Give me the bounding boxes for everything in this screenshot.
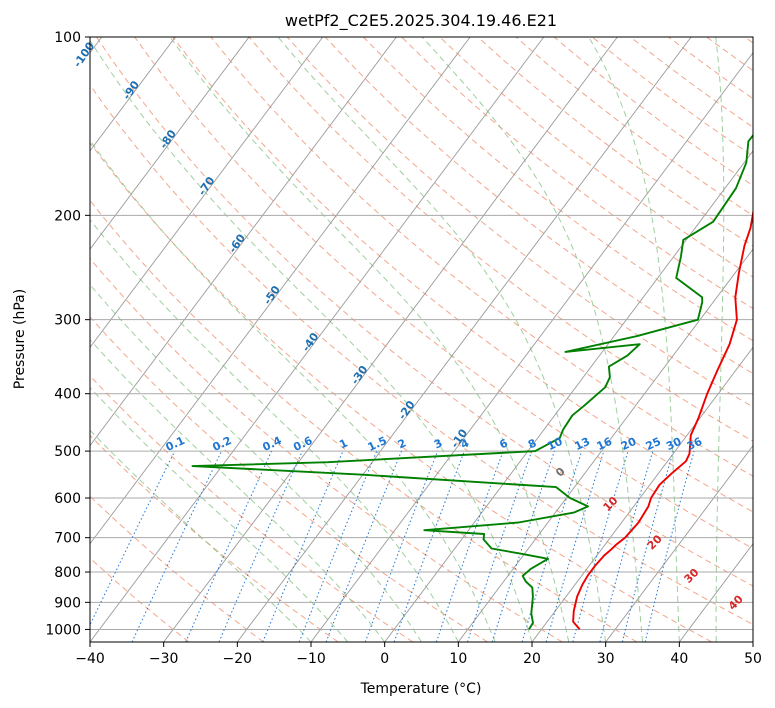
- y-tick-label: 600: [54, 491, 81, 507]
- y-tick-label: 100: [54, 30, 81, 46]
- moist-adiabat-line: [90, 386, 349, 642]
- moist-adiabat-line: [90, 39, 533, 642]
- mixing-ratio-label: 30: [664, 435, 684, 453]
- isotherm-line: [531, 346, 753, 642]
- mixing-ratio-line: [90, 450, 176, 626]
- temperature-profile-line: [572, 208, 753, 631]
- mixing-ratio-line: [572, 450, 629, 642]
- isotherm-line: [236, 37, 692, 642]
- mixing-ratio-line: [218, 450, 303, 642]
- mixing-ratio-line: [364, 450, 439, 642]
- x-axis-label: Temperature (°C): [360, 681, 482, 697]
- mixing-ratio-line: [185, 450, 272, 642]
- x-tick-label: 50: [744, 651, 762, 667]
- mixing-ratio-line: [621, 450, 674, 642]
- isotherm-line: [163, 37, 618, 642]
- isotherm-line: [310, 51, 753, 642]
- isotherm-line: [457, 248, 753, 642]
- y-tick-label: 400: [54, 387, 81, 403]
- dry-adiabat-line: [363, 37, 753, 342]
- plot-frame: [89, 36, 754, 643]
- mixing-ratio-label: 20: [619, 435, 639, 453]
- dry-adiabat-line: [134, 37, 753, 550]
- y-tick-label: 800: [54, 565, 81, 581]
- x-tick-label: 0: [380, 651, 389, 667]
- dry-adiabat-line: [210, 37, 753, 477]
- chart-title: wetPf2_C2E5.2025.304.19.46.E21: [285, 11, 557, 31]
- moist-adiabat-line: [277, 37, 607, 642]
- dewpoint-profile-line: [191, 133, 753, 630]
- moist-adiabat-line: [90, 338, 386, 642]
- x-tick-label: 30: [597, 651, 615, 667]
- mixing-ratio-label: 25: [644, 435, 663, 453]
- mixing-ratio-label: 16: [595, 435, 615, 453]
- mixing-ratio-line: [298, 450, 378, 642]
- isotherm-line: [90, 37, 176, 152]
- moist-adiabat-line: [90, 218, 459, 642]
- y-axis-label: Pressure (hPa): [12, 289, 28, 389]
- mixing-ratio-line: [644, 450, 695, 642]
- mixing-ratio-line: [491, 450, 555, 642]
- y-tick-label: 700: [54, 531, 81, 547]
- mixing-ratio-label: 36: [685, 435, 705, 453]
- x-tick-label: −40: [75, 651, 105, 667]
- isotherm-line: [605, 444, 753, 642]
- dry-adiabat-line: [248, 37, 753, 442]
- dry-adiabat-line: [172, 37, 753, 513]
- mixing-ratio-line: [545, 450, 605, 642]
- isotherm-line: [90, 37, 545, 642]
- dry-adiabat-line: [90, 199, 638, 642]
- y-tick-label: 500: [54, 444, 81, 460]
- isotherm-line: [90, 37, 250, 250]
- mixing-ratio-line: [521, 450, 583, 642]
- dry-adiabat-line: [90, 142, 712, 642]
- dry-adiabat-line: [401, 37, 753, 310]
- moist-adiabat-line: [90, 139, 496, 642]
- dry-adiabat-line: [90, 257, 563, 642]
- x-tick-label: −10: [296, 651, 326, 667]
- isotherm-line: [90, 37, 471, 545]
- moist-adiabat-line: [421, 37, 643, 642]
- dry-adiabat-line: [90, 84, 753, 625]
- y-tick-label: 200: [54, 208, 81, 224]
- mixing-ratio-line: [435, 450, 504, 642]
- y-tick-label: 300: [54, 313, 81, 329]
- x-tick-label: −20: [223, 651, 253, 667]
- dry-adiabat-line: [90, 375, 414, 642]
- isotherm-line: [90, 37, 397, 447]
- mixing-ratio-line: [467, 450, 533, 642]
- mixing-ratio-label: 10: [545, 435, 565, 453]
- x-tick-label: −30: [149, 651, 179, 667]
- isotherm-line: [384, 150, 753, 642]
- mixing-ratio-line: [262, 450, 344, 642]
- x-tick-label: 40: [670, 651, 688, 667]
- mixing-ratio-label: 13: [573, 435, 592, 453]
- dry-adiabat-line: [96, 37, 753, 587]
- mixing-ratio-line: [599, 450, 654, 642]
- mixing-ratio-line: [393, 450, 465, 642]
- y-tick-label: 900: [54, 595, 81, 611]
- x-tick-label: 10: [449, 651, 467, 667]
- x-tick-label: 20: [523, 651, 541, 667]
- moist-adiabat-line: [169, 37, 570, 642]
- mixing-ratio-line: [325, 450, 402, 642]
- moist-adiabat-line: [715, 37, 725, 642]
- isotherm-line: [90, 37, 324, 349]
- y-tick-label: 1000: [45, 622, 81, 638]
- moist-adiabat-line: [588, 37, 680, 642]
- moist-adiabat-line: [90, 283, 422, 642]
